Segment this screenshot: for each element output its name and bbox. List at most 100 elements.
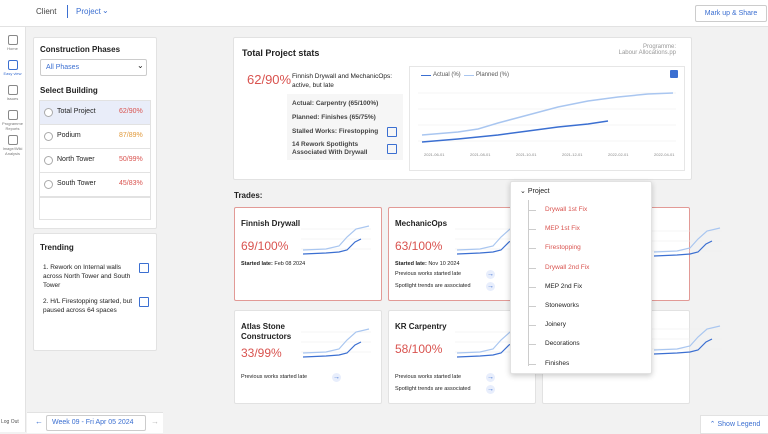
logout[interactable]: Log Out bbox=[1, 419, 19, 425]
nav-label[interactable]: Programme Reports bbox=[2, 121, 23, 131]
tree-branch bbox=[528, 344, 536, 346]
trending-item: 2. H/L Firestopping started, but paused … bbox=[43, 298, 133, 314]
started-date: Nov 10 2024 bbox=[428, 261, 460, 267]
dropdown-item[interactable]: Finishes bbox=[545, 359, 570, 367]
x-tick-label: 2021-10-01 bbox=[516, 152, 537, 157]
stats-rework: 14 Rework Spotlights Associated With Dry… bbox=[292, 141, 368, 156]
note-arrow[interactable]: → bbox=[332, 373, 341, 382]
dropdown-item[interactable]: MEP 2nd Fix bbox=[545, 282, 583, 290]
started-late: Started late: Feb 08 2024 bbox=[241, 261, 305, 267]
client-crumb[interactable]: Client bbox=[36, 7, 57, 16]
project-crumb[interactable]: Project bbox=[76, 7, 101, 16]
camera-icon[interactable] bbox=[139, 297, 149, 307]
nav-icon[interactable] bbox=[8, 135, 18, 145]
stats-progress: 62/90% bbox=[247, 72, 292, 87]
dropdown-item[interactable]: Stoneworks bbox=[545, 302, 579, 309]
building-name: North Tower bbox=[57, 156, 95, 163]
stats-detail-box bbox=[287, 94, 403, 160]
note-arrow[interactable]: → bbox=[486, 373, 495, 382]
phase-dropdown bbox=[510, 181, 652, 374]
trade-name: MechanicOps bbox=[395, 219, 448, 228]
tree-branch bbox=[528, 363, 536, 365]
tree-branch bbox=[528, 286, 536, 288]
phases-title: Construction Phases bbox=[40, 45, 121, 54]
building-row[interactable] bbox=[39, 172, 151, 198]
trending-panel bbox=[33, 233, 157, 351]
trade-card[interactable] bbox=[234, 310, 382, 404]
share-button[interactable]: Mark up & Share bbox=[695, 5, 767, 22]
trade-name: Finnish Drywall bbox=[241, 219, 301, 228]
stats-title: Total Project stats bbox=[242, 48, 320, 58]
dropdown-item[interactable]: MEP 1st Fix bbox=[545, 225, 580, 233]
expand-icon[interactable] bbox=[670, 70, 678, 78]
phase-select[interactable]: All Phases bbox=[40, 59, 147, 76]
dropdown-item[interactable]: Drywall 2nd Fix bbox=[545, 263, 590, 271]
x-tick-label: 2021-12-01 bbox=[562, 152, 583, 157]
radio[interactable] bbox=[44, 132, 53, 141]
x-tick-label: 2021-06-01 bbox=[424, 152, 445, 157]
programme: Programme: Labour Allocations.pp bbox=[600, 44, 676, 56]
legend-item: Planned (%) bbox=[476, 72, 510, 78]
next-week[interactable]: → bbox=[151, 417, 159, 426]
tree-line bbox=[528, 200, 529, 366]
programme-label: Programme: bbox=[642, 44, 676, 50]
spark bbox=[652, 225, 722, 264]
building-row[interactable] bbox=[39, 100, 151, 126]
started-label: Started late: bbox=[241, 261, 273, 267]
building-name: Podium bbox=[57, 132, 81, 139]
nav-label[interactable]: Image/Wiki Analysis bbox=[2, 146, 23, 156]
trending-item: 1. Rework on Internal walls across North… bbox=[43, 264, 131, 289]
dropdown-title[interactable]: ⌄ Project bbox=[520, 187, 550, 195]
nav-icon[interactable] bbox=[8, 35, 18, 45]
note-arrow[interactable]: → bbox=[486, 270, 495, 279]
building-progress: 87/89% bbox=[119, 132, 143, 139]
show-legend[interactable]: ⌃ Show Legend bbox=[700, 415, 768, 434]
camera-icon[interactable] bbox=[387, 127, 397, 137]
divider bbox=[67, 5, 68, 18]
week-select[interactable]: Week 09 - Fri Apr 05 2024 bbox=[46, 415, 146, 431]
camera-icon[interactable] bbox=[139, 263, 149, 273]
building-name: South Tower bbox=[57, 180, 96, 187]
tree-branch bbox=[528, 325, 536, 327]
dropdown-item[interactable]: Decorations bbox=[545, 340, 580, 348]
trade-note: Spotlight trends are associated bbox=[395, 386, 471, 392]
nav-label[interactable]: Issues bbox=[6, 96, 19, 101]
spark bbox=[301, 326, 371, 365]
dropdown-item[interactable]: Drywall 1st Fix bbox=[545, 206, 588, 213]
nav-icon[interactable] bbox=[8, 110, 18, 120]
legend-swatch bbox=[421, 75, 431, 76]
trade-progress: 58/100% bbox=[395, 342, 443, 356]
legend-item: Actual (%) bbox=[433, 72, 461, 78]
tree-branch bbox=[528, 248, 536, 250]
note-arrow[interactable]: → bbox=[486, 385, 495, 394]
nav-label[interactable]: Home bbox=[7, 46, 18, 51]
started-late: Started late: Nov 10 2024 bbox=[395, 261, 460, 267]
trade-note: Previous works started late bbox=[395, 374, 462, 380]
building-name: Total Project bbox=[57, 108, 96, 115]
stats-actual: Actual: Carpentry (65/100%) bbox=[292, 100, 379, 107]
week-bar bbox=[27, 412, 163, 433]
link-icon[interactable] bbox=[387, 144, 397, 154]
dropdown-item[interactable]: Firestopping bbox=[545, 244, 581, 252]
radio[interactable] bbox=[44, 108, 53, 117]
building-progress: 62/90% bbox=[119, 108, 143, 115]
tree-branch bbox=[528, 210, 536, 211]
prev-week[interactable]: ← bbox=[35, 417, 43, 426]
x-tick-label: 2022-02-01 bbox=[608, 152, 629, 157]
sparkline bbox=[301, 328, 371, 358]
radio[interactable] bbox=[44, 156, 53, 165]
dropdown-title-text: Project bbox=[527, 188, 550, 195]
dropdown-item[interactable]: Joinery bbox=[545, 321, 566, 329]
building-row[interactable] bbox=[39, 124, 151, 150]
nav-icon[interactable] bbox=[8, 60, 18, 70]
started-label: Started late: bbox=[395, 261, 427, 267]
sparkline bbox=[652, 325, 722, 355]
nav-label[interactable]: Easy view bbox=[3, 71, 22, 76]
note-arrow[interactable]: → bbox=[486, 282, 495, 291]
nav-icon[interactable] bbox=[8, 85, 18, 95]
tree-branch bbox=[528, 229, 536, 231]
stats-planned: Planned: Finishes (65/75%) bbox=[292, 114, 376, 121]
radio[interactable] bbox=[44, 180, 53, 189]
